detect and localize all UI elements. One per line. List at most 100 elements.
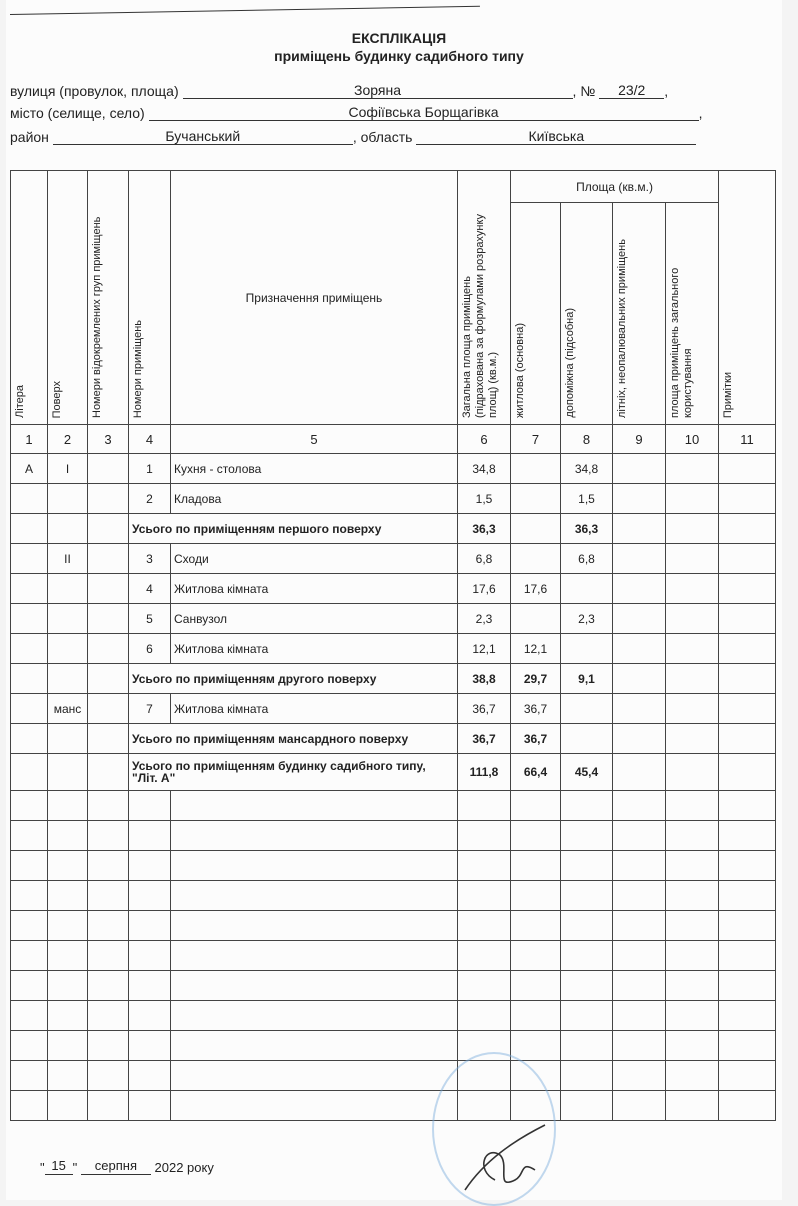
cell-room: 3 [128,543,171,574]
header-purpose: Призначення приміщень [170,170,458,425]
cell-total: 36,3 [457,513,511,544]
subtotal-row: Усього по приміщенням будинку садибного … [10,753,777,791]
cell-room: 6 [128,633,171,664]
city-value: Софіївська Борщагівка [148,104,699,121]
table-row: 5 Санвузол 2,3 2,3 [10,603,777,634]
cell-aux: 34,8 [560,453,613,484]
cell-group [87,603,129,634]
cell-floor [47,573,88,604]
cell-floor: манс [47,693,88,724]
empty-row [10,880,777,911]
cell-aux: 9,1 [560,663,613,694]
cell-purpose: Житлова кімната [170,633,458,664]
cell-total: 34,8 [457,453,511,484]
cell-room: 7 [128,693,171,724]
cell-living [510,513,561,544]
cell-group [87,483,129,514]
cell-litera [10,633,48,664]
cell-aux [560,693,613,724]
cell-living [510,483,561,514]
region-value: Київська [416,128,697,145]
cell-living: 29,7 [510,663,561,694]
header-area-group: Площа (кв.м.) [509,170,720,203]
city-line: місто (селище, село) Софіївська Борщагів… [10,104,703,121]
number-label: № [580,83,596,99]
district-line: район Бучанський, область Київська [10,128,697,145]
cell-floor [47,633,88,664]
cell-aux: 1,5 [560,483,613,514]
empty-row [10,1030,777,1061]
cell-floor [47,483,88,514]
cell-total: 17,6 [457,573,511,604]
cell-aux [560,723,613,754]
cell-living: 36,7 [510,723,561,754]
cell-aux: 45,4 [560,753,613,791]
cell-group [87,543,129,574]
empty-row [10,1090,777,1121]
cell-purpose: Санвузол [170,603,458,634]
date-year: 2022 року [154,1160,214,1175]
cell-total: 2,3 [457,603,511,634]
street-line: вулиця (провулок, площа) Зоряна, № 23/2, [10,82,669,99]
header-common: площа приміщень загального користування [664,202,720,425]
cell-total: 36,7 [457,693,511,724]
explication-table: Літера Поверх Номери відокремлених груп … [10,170,777,1121]
cell-living [510,453,561,484]
table-row: 6 Житлова кімната 12,1 12,1 [10,633,777,664]
table-row: А I 1 Кухня - столова 34,8 34,8 [10,453,777,484]
cell-purpose: Кладова [170,483,458,514]
cell-total: 111,8 [457,753,511,791]
date-day: 15 [44,1158,73,1175]
header-floor: Поверх [47,170,88,425]
cell-purpose: Кухня - столова [170,453,458,484]
cell-litera [10,573,48,604]
district-label: район [10,129,49,145]
cell-litera [10,693,48,724]
region-label: , область [352,129,413,145]
cell-living: 66,4 [510,753,561,791]
cell-aux [560,573,613,604]
empty-row [10,850,777,881]
header-group: Номери відокремлених груп приміщень [87,170,129,425]
cell-total: 12,1 [457,633,511,664]
subtotal-row: Усього по приміщенням мансардного поверх… [10,723,777,754]
table-row: II 3 Сходи 6,8 6,8 [10,543,777,574]
table-row: 2 Кладова 1,5 1,5 [10,483,777,514]
document-subtitle: приміщень будинку садибного типу [274,48,524,64]
cell-litera: А [10,453,48,484]
header-auxiliary: допоміжна (підсобна) [560,202,613,425]
header-unheated: літніх, неопалювальних приміщень [612,202,666,425]
empty-row [10,1060,777,1091]
empty-row [10,1000,777,1031]
header-notes: Примітки [718,170,777,425]
signature [464,1124,546,1191]
subtotal-row: Усього по приміщенням першого поверху 36,… [10,513,777,544]
subtotal-label: Усього по приміщенням будинку садибного … [128,753,458,791]
cell-group [87,573,129,604]
cell-room: 5 [128,603,171,634]
cell-living: 17,6 [510,573,561,604]
cell-living: 12,1 [510,633,561,664]
cell-floor [47,603,88,634]
empty-row [10,940,777,971]
cell-aux: 2,3 [560,603,613,634]
subtotal-label: Усього по приміщенням мансардного поверх… [128,723,458,754]
cell-living: 36,7 [510,693,561,724]
header-living: житлова (основна) [510,202,561,425]
cell-group [87,453,129,484]
subtotal-label: Усього по приміщенням першого поверху [128,513,458,544]
cell-room: 2 [128,483,171,514]
cell-litera [10,603,48,634]
cell-living [510,543,561,574]
cell-aux: 6,8 [560,543,613,574]
district-value: Бучанський [52,128,353,145]
city-label: місто (селище, село) [10,105,145,121]
cell-total: 6,8 [457,543,511,574]
empty-row [10,970,777,1001]
cell-group [87,693,129,724]
header-litera: Літера [10,170,48,425]
empty-row [10,790,777,821]
document-title: ЕКСПЛІКАЦІЯ [351,30,447,46]
cell-purpose: Житлова кімната [170,693,458,724]
